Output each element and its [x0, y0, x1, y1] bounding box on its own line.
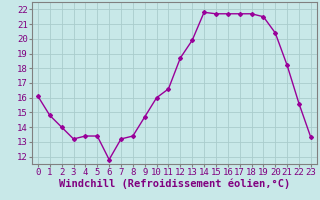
X-axis label: Windchill (Refroidissement éolien,°C): Windchill (Refroidissement éolien,°C)	[59, 179, 290, 189]
